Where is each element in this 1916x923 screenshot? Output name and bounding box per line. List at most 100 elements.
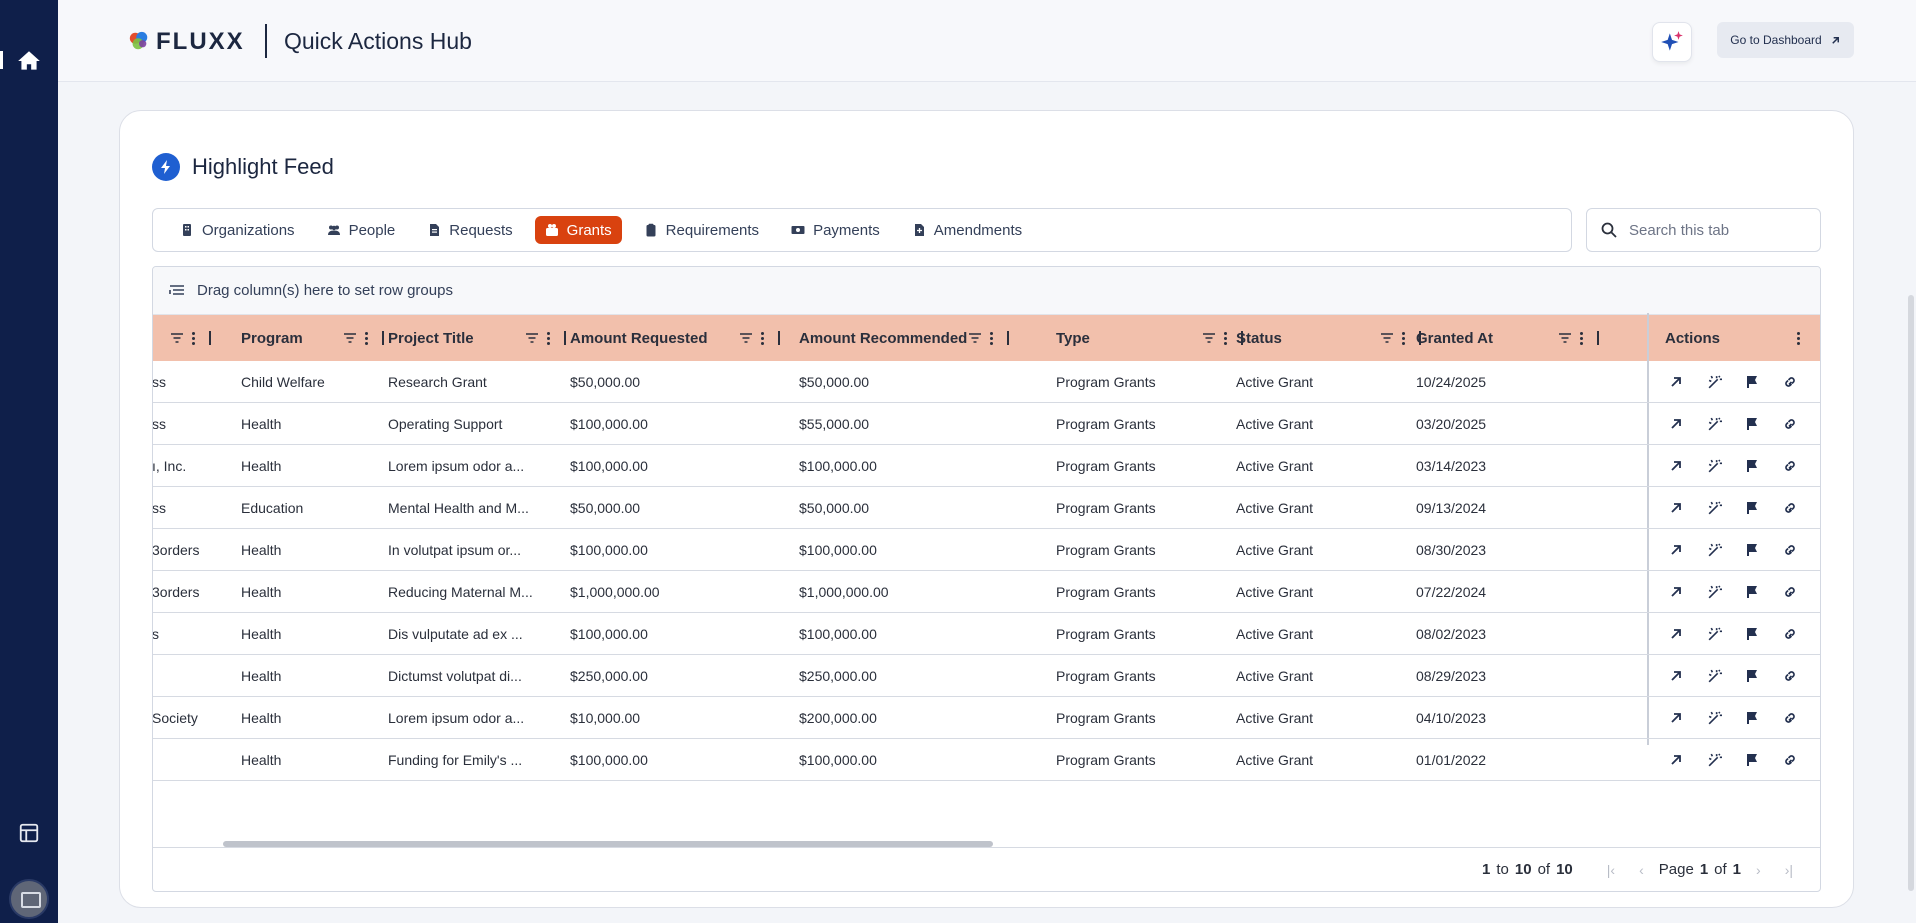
- actions-menu-icon[interactable]: [1797, 315, 1800, 361]
- filter-icon[interactable]: [739, 332, 753, 344]
- column-resize-handle[interactable]: [382, 331, 384, 345]
- magic-wand-icon[interactable]: [1705, 751, 1723, 769]
- flag-icon[interactable]: [1743, 625, 1761, 643]
- open-arrow-icon[interactable]: [1667, 667, 1685, 685]
- magic-wand-icon[interactable]: [1705, 583, 1723, 601]
- column-resize-handle[interactable]: [1241, 331, 1243, 345]
- amount-recommended-header[interactable]: Amount Recommended: [799, 329, 968, 347]
- table-row[interactable]: ı, Inc. Health Lorem ipsum odor a... $100,0…: [153, 445, 1820, 487]
- table-row[interactable]: s Health Dis vulputate ad ex ... $100,000.0…: [153, 613, 1820, 655]
- tab-people[interactable]: People: [317, 216, 406, 244]
- link-icon[interactable]: [1781, 457, 1799, 475]
- tab-organizations[interactable]: Organizations: [170, 216, 305, 244]
- table-row[interactable]: Health Dictumst volutpat di... $250,000.00…: [153, 655, 1820, 697]
- column-resize-handle[interactable]: [778, 331, 780, 345]
- flag-icon[interactable]: [1743, 415, 1761, 433]
- next-page-icon[interactable]: ›: [1756, 861, 1761, 878]
- column-resize-handle[interactable]: [209, 331, 211, 345]
- column-resize-handle[interactable]: [1597, 331, 1599, 345]
- program-header[interactable]: Program: [241, 329, 303, 347]
- tab-amendments[interactable]: Amendments: [902, 216, 1032, 244]
- column-menu-icon[interactable]: [192, 331, 195, 345]
- column-menu-icon[interactable]: [1402, 331, 1405, 345]
- search-input[interactable]: [1629, 221, 1799, 239]
- table-row[interactable]: Society Health Lorem ipsum odor a... $10,00…: [153, 697, 1820, 739]
- actions-header[interactable]: Actions: [1665, 329, 1721, 347]
- flag-icon[interactable]: [1743, 709, 1761, 727]
- column-menu-icon[interactable]: [365, 331, 368, 345]
- tab-payments[interactable]: Payments: [781, 216, 890, 244]
- open-arrow-icon[interactable]: [1667, 373, 1685, 391]
- filter-icon[interactable]: [968, 332, 982, 344]
- link-icon[interactable]: [1781, 625, 1799, 643]
- link-icon[interactable]: [1781, 667, 1799, 685]
- open-arrow-icon[interactable]: [1667, 541, 1685, 559]
- filter-icon[interactable]: [170, 332, 184, 344]
- go-to-dashboard-button[interactable]: Go to Dashboard: [1717, 22, 1854, 58]
- table-row[interactable]: 3orders Health In volutpat ipsum or... $100…: [153, 529, 1820, 571]
- tab-grants[interactable]: Grants: [534, 216, 622, 244]
- magic-wand-icon[interactable]: [1705, 625, 1723, 643]
- row-group-drop-zone[interactable]: Drag column(s) here to set row groups: [153, 267, 1820, 315]
- project-title-header[interactable]: Project Title: [388, 329, 474, 347]
- tab-requirements[interactable]: Requirements: [634, 216, 769, 244]
- filter-icon[interactable]: [525, 332, 539, 344]
- amount-requested-header[interactable]: Amount Requested: [570, 329, 708, 347]
- filter-icon[interactable]: [1202, 332, 1216, 344]
- column-resize-handle[interactable]: [1007, 331, 1009, 345]
- column-menu-icon[interactable]: [761, 331, 764, 345]
- open-arrow-icon[interactable]: [1667, 751, 1685, 769]
- page-scrollbar[interactable]: [1908, 295, 1914, 891]
- magic-wand-icon[interactable]: [1705, 541, 1723, 559]
- open-arrow-icon[interactable]: [1667, 415, 1685, 433]
- flag-icon[interactable]: [1743, 751, 1761, 769]
- column-resize-handle[interactable]: [1419, 331, 1421, 345]
- status-header[interactable]: Status: [1236, 329, 1282, 347]
- flag-icon[interactable]: [1743, 541, 1761, 559]
- open-arrow-icon[interactable]: [1667, 709, 1685, 727]
- link-icon[interactable]: [1781, 373, 1799, 391]
- avatar[interactable]: [9, 879, 49, 919]
- first-page-icon[interactable]: |‹: [1606, 861, 1616, 878]
- granted-at-header[interactable]: Granted At: [1416, 329, 1493, 347]
- magic-wand-icon[interactable]: [1705, 709, 1723, 727]
- magic-wand-icon[interactable]: [1705, 373, 1723, 391]
- flag-icon[interactable]: [1743, 373, 1761, 391]
- column-menu-icon[interactable]: [990, 331, 993, 345]
- column-menu-icon[interactable]: [1224, 331, 1227, 345]
- flag-icon[interactable]: [1743, 457, 1761, 475]
- magic-wand-icon[interactable]: [1705, 499, 1723, 517]
- link-icon[interactable]: [1781, 709, 1799, 727]
- column-menu-icon[interactable]: [1580, 331, 1583, 345]
- horizontal-scrollbar[interactable]: [223, 841, 993, 847]
- magic-wand-icon[interactable]: [1705, 415, 1723, 433]
- filter-icon[interactable]: [1380, 332, 1394, 344]
- magic-wand-icon[interactable]: [1705, 667, 1723, 685]
- open-arrow-icon[interactable]: [1667, 457, 1685, 475]
- magic-wand-icon[interactable]: [1705, 457, 1723, 475]
- table-row[interactable]: ss Child Welfare Research Grant $50,000.00 $…: [153, 361, 1820, 403]
- prev-page-icon[interactable]: ‹: [1639, 861, 1644, 878]
- column-resize-handle[interactable]: [564, 331, 566, 345]
- column-menu-icon[interactable]: [547, 331, 550, 345]
- layout-icon[interactable]: [18, 822, 40, 844]
- open-arrow-icon[interactable]: [1667, 625, 1685, 643]
- tab-requests[interactable]: Requests: [417, 216, 522, 244]
- link-icon[interactable]: [1781, 415, 1799, 433]
- table-row[interactable]: ss Health Operating Support $100,000.00 $55,…: [153, 403, 1820, 445]
- table-row[interactable]: ss Education Mental Health and M... $50,000…: [153, 487, 1820, 529]
- link-icon[interactable]: [1781, 751, 1799, 769]
- table-row[interactable]: 3orders Health Reducing Maternal M... $1,00…: [153, 571, 1820, 613]
- flag-icon[interactable]: [1743, 583, 1761, 601]
- table-row[interactable]: Health Funding for Emily's ... $100,000.00…: [153, 739, 1820, 781]
- filter-icon[interactable]: [343, 332, 357, 344]
- link-icon[interactable]: [1781, 499, 1799, 517]
- flag-icon[interactable]: [1743, 667, 1761, 685]
- open-arrow-icon[interactable]: [1667, 499, 1685, 517]
- type-header[interactable]: Type: [1056, 329, 1090, 347]
- filter-icon[interactable]: [1558, 332, 1572, 344]
- last-page-icon[interactable]: ›|: [1784, 861, 1793, 878]
- link-icon[interactable]: [1781, 583, 1799, 601]
- search-box[interactable]: [1586, 208, 1821, 252]
- open-arrow-icon[interactable]: [1667, 583, 1685, 601]
